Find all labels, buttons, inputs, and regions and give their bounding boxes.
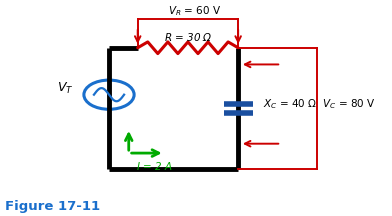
Text: $X_C$ = 40 Ω  $V_C$ = 80 V: $X_C$ = 40 Ω $V_C$ = 80 V bbox=[263, 97, 376, 111]
Text: Figure 17-11: Figure 17-11 bbox=[5, 200, 100, 213]
Text: $R$ = 30 Ω: $R$ = 30 Ω bbox=[163, 30, 212, 43]
Text: $I$ = 2 A: $I$ = 2 A bbox=[136, 160, 172, 172]
Text: $V_R$ = 60 V: $V_R$ = 60 V bbox=[169, 4, 222, 17]
Text: $V_T$: $V_T$ bbox=[57, 81, 73, 96]
